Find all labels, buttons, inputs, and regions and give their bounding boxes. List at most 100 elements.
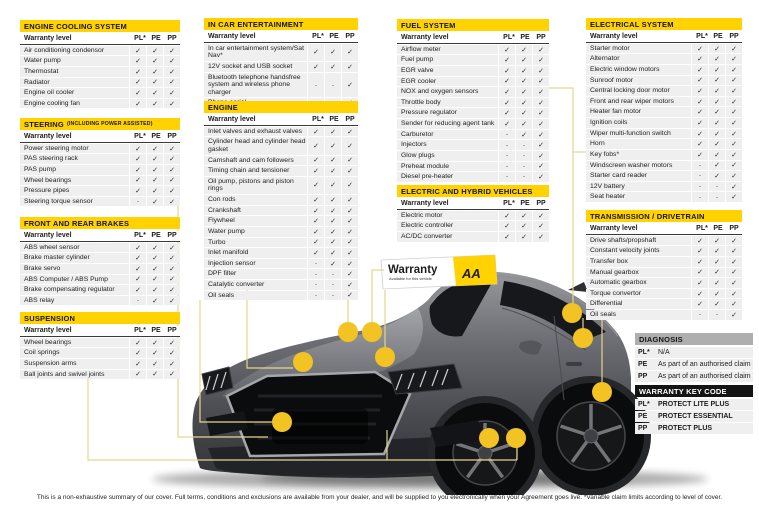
warranty-mark-pp: ✓: [725, 310, 742, 320]
row-label: Differential: [590, 300, 623, 308]
warranty-mark-pp: ✓: [341, 62, 358, 72]
side-mirror: [519, 340, 542, 355]
warranty-mark-pp: ✓: [725, 149, 742, 160]
callout-dot: [562, 303, 582, 323]
warranty-mark-pl: ✓: [129, 274, 146, 285]
warranty-mark-pe: -: [708, 310, 725, 320]
warranty-mark-pe: ✓: [146, 143, 163, 154]
table-row: ABS relay - ✓ ✓: [20, 295, 180, 306]
warranty-mark-pl: ✓: [307, 195, 324, 205]
warranty-mark-pp: ✓: [725, 246, 742, 257]
table-row: Heater fan motor ✓ ✓ ✓: [586, 107, 742, 118]
warranty-mark-pl: ✓: [129, 143, 146, 154]
warranty-mark-pe: ✓: [146, 67, 163, 77]
warranty-mark-pe: ✓: [708, 54, 725, 65]
warranty-mark-pe: ✓: [324, 176, 341, 195]
table-row: 12V socket and USB socket ✓ ✓ ✓: [204, 62, 358, 72]
row-label: Ignition coils: [590, 119, 628, 127]
warranty-mark-pp: ✓: [341, 269, 358, 279]
row-label: Pressure regulator: [401, 109, 457, 117]
table-title: IN CAR ENTERTAINMENT: [204, 18, 358, 30]
column-header-pe: PE: [520, 34, 530, 42]
warranty-mark-pe: -: [324, 279, 341, 290]
row-label: Coil springs: [24, 349, 60, 357]
table-row: PAS steering rack ✓ ✓ ✓: [20, 154, 180, 165]
warranty-mark-pe: ✓: [146, 253, 163, 264]
headlight-left-drl: [205, 371, 227, 391]
table-row: In car entertainment system/Sat Nav* ✓ ✓ ✓: [204, 43, 358, 62]
warranty-mark-pe: ✓: [708, 65, 725, 75]
table-row: Pressure regulator ✓ ✓ ✓: [397, 108, 549, 119]
table-row: Electric motor ✓ ✓ ✓: [397, 210, 549, 221]
row-label: Manual gearbox: [590, 268, 639, 276]
callout-dot: [592, 382, 612, 402]
column-header-pl: PL*: [696, 225, 708, 233]
table-title: ELECTRICAL SYSTEM: [586, 18, 742, 30]
table-row: Ignition coils ✓ ✓ ✓: [586, 118, 742, 128]
in-car-entertainment-table: IN CAR ENTERTAINMENT Warranty level PL* PE P…: [204, 18, 358, 109]
warranty-mark-pe: ✓: [146, 264, 163, 274]
column-header-pp: PP: [167, 35, 177, 43]
table-title-text: ELECTRICAL SYSTEM: [590, 19, 674, 29]
warranty-mark-pl: -: [691, 192, 708, 202]
row-label: DPF filter: [208, 270, 237, 278]
table-row: Oil seals - - ✓: [586, 310, 742, 320]
warranty-mark-pp: ✓: [341, 279, 358, 290]
column-header-pl: PL*: [312, 116, 324, 124]
warranty-mark-pl: -: [691, 160, 708, 171]
warranty-mark-pe: ✓: [146, 337, 163, 348]
table-row: Differential ✓ ✓ ✓: [586, 299, 742, 310]
row-label: ABS wheel sensor: [24, 243, 80, 251]
table-row: Diesel pre-heater - - ✓: [397, 172, 549, 182]
warranty-level-header: Warranty level: [24, 232, 72, 239]
table-row: PE As part of an authorised claim: [635, 359, 753, 370]
warranty-mark-pl: ✓: [691, 149, 708, 160]
table-row: Throttle body ✓ ✓ ✓: [397, 97, 549, 108]
row-label: Bluetooth telephone handsfree system and…: [208, 73, 301, 96]
table-header-row: Warranty level PL* PE PP: [20, 34, 180, 45]
row-label: Windscreen washer motors: [590, 161, 673, 169]
row-label: ABS Computer / ABS Pump: [24, 275, 108, 283]
column-header-pl: PL*: [134, 35, 146, 43]
warranty-mark-pl: -: [498, 140, 515, 150]
warranty-mark-pe: ✓: [146, 348, 163, 359]
row-label: Oil pump, pistons and piston rings: [208, 177, 294, 193]
warranty-mark-pl: ✓: [691, 65, 708, 75]
warranty-mark-pe: ✓: [146, 154, 163, 165]
warranty-mark-pl: ✓: [129, 165, 146, 175]
warranty-mark-pl: -: [498, 172, 515, 182]
table-row: Front and rear wiper motors ✓ ✓ ✓: [586, 96, 742, 107]
warranty-mark-pl: ✓: [129, 186, 146, 196]
warranty-mark-pp: ✓: [725, 96, 742, 107]
row-label: Electric motor: [401, 211, 443, 219]
warranty-mark-pp: ✓: [532, 129, 549, 140]
table-row: Crankshaft ✓ ✓ ✓: [204, 205, 358, 216]
row-label: PAS pump: [24, 166, 56, 174]
warranty-mark-pp: ✓: [725, 160, 742, 171]
warranty-mark-pl: ✓: [691, 75, 708, 86]
warranty-mark-pl: -: [498, 161, 515, 172]
row-label: Electric controller: [401, 222, 454, 230]
warranty-level-header: Warranty level: [24, 35, 72, 42]
warranty-mark-pp: ✓: [341, 176, 358, 195]
row-label: Throttle body: [401, 98, 441, 106]
warranty-mark-pl: ✓: [691, 288, 708, 299]
table-row: ABS Computer / ABS Pump ✓ ✓ ✓: [20, 274, 180, 285]
row-label: Sunroof motor: [590, 76, 634, 84]
warranty-mark-pe: ✓: [708, 43, 725, 54]
table-row: Automatic gearbox ✓ ✓ ✓: [586, 278, 742, 288]
warranty-mark-pe: ✓: [708, 149, 725, 160]
table-header-row: Warranty level PL* PE PP: [586, 32, 742, 43]
row-label: AC/DC converter: [401, 233, 453, 241]
warranty-mark-pe: ✓: [708, 160, 725, 171]
warranty-mark-pe: -: [324, 290, 341, 301]
warranty-mark-pe: ✓: [324, 166, 341, 176]
key-description: As part of an authorised claim: [658, 361, 751, 368]
table-title: STEERING (INCLUDING POWER ASSISTED): [20, 118, 180, 130]
warranty-mark-pl: -: [307, 258, 324, 269]
column-header-pl: PL*: [312, 33, 324, 41]
key-description: As part of an authorised claim: [658, 373, 751, 380]
table-row: ABS wheel sensor ✓ ✓ ✓: [20, 242, 180, 253]
warranty-mark-pl: ✓: [307, 126, 324, 137]
table-row: Horn ✓ ✓ ✓: [586, 139, 742, 149]
